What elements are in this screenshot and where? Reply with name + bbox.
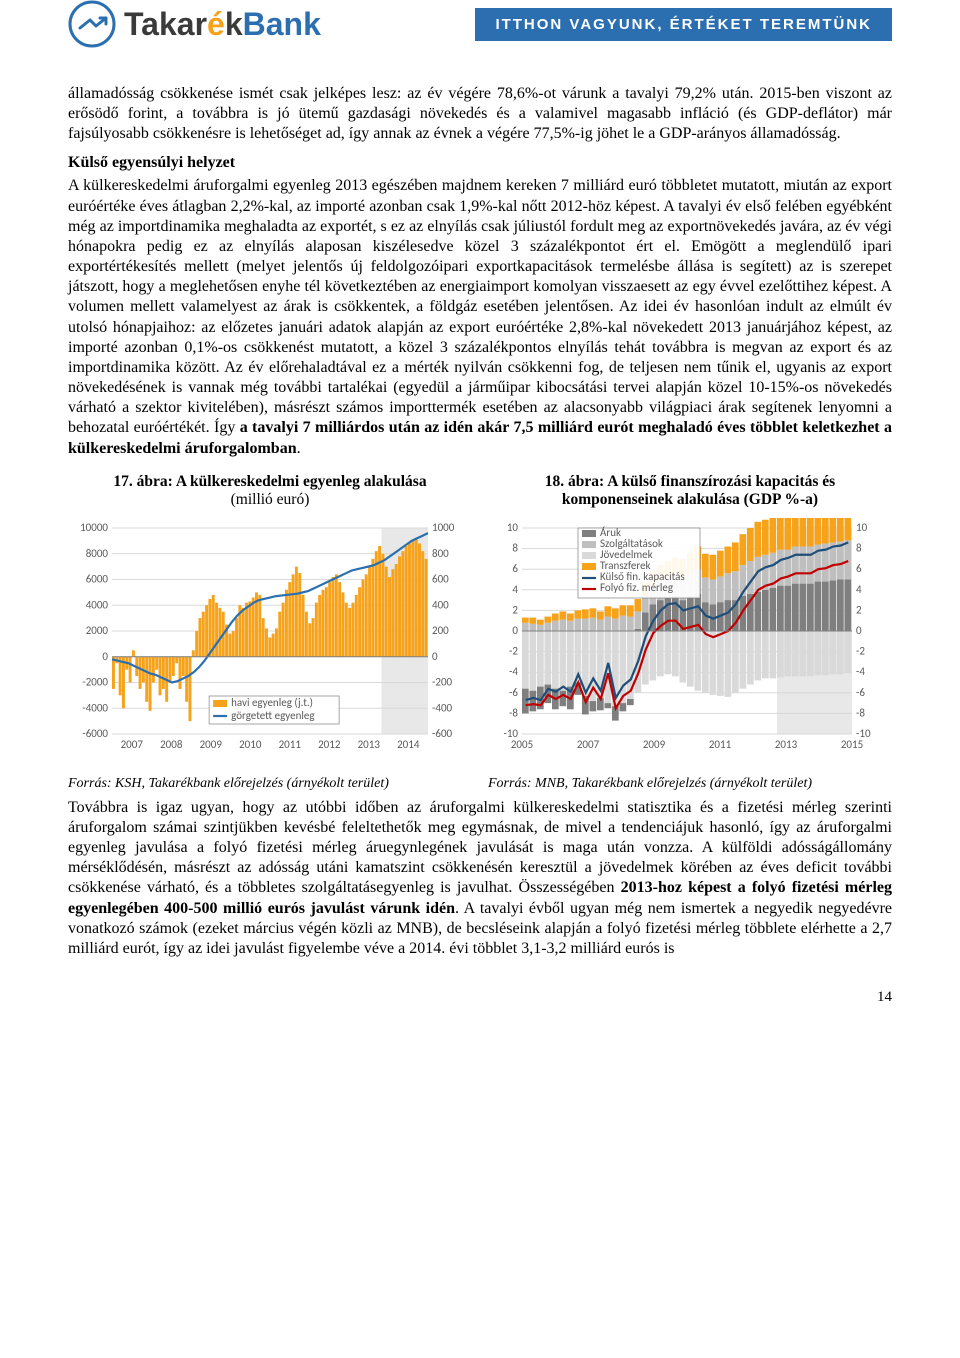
svg-text:-6: -6 bbox=[856, 686, 865, 699]
svg-text:6000: 6000 bbox=[86, 572, 109, 585]
svg-text:2013: 2013 bbox=[358, 738, 381, 751]
svg-text:400: 400 bbox=[432, 598, 449, 611]
svg-text:-600: -600 bbox=[432, 727, 453, 740]
svg-text:-8: -8 bbox=[509, 706, 518, 719]
svg-text:-4: -4 bbox=[856, 665, 865, 678]
svg-text:Folyó fiz. mérleg: Folyó fiz. mérleg bbox=[600, 581, 673, 594]
svg-text:4000: 4000 bbox=[86, 598, 109, 611]
svg-text:havi egyenleg (j.t.): havi egyenleg (j.t.) bbox=[231, 696, 313, 709]
svg-text:2007: 2007 bbox=[121, 738, 144, 751]
chart18-source: Forrás: MNB, Takarékbank előrejelzés (ár… bbox=[488, 776, 892, 792]
logo-text: TakarékBank bbox=[124, 6, 321, 43]
svg-text:6: 6 bbox=[512, 562, 518, 575]
svg-text:10: 10 bbox=[856, 521, 868, 534]
svg-text:4: 4 bbox=[856, 583, 862, 596]
svg-text:8: 8 bbox=[856, 541, 862, 554]
svg-text:6: 6 bbox=[856, 562, 862, 575]
svg-text:600: 600 bbox=[432, 572, 449, 585]
svg-text:görgetett egyenleg: görgetett egyenleg bbox=[231, 709, 314, 722]
svg-text:200: 200 bbox=[432, 624, 449, 637]
svg-text:2009: 2009 bbox=[643, 738, 666, 751]
svg-text:2015: 2015 bbox=[841, 738, 863, 751]
svg-text:0: 0 bbox=[102, 650, 108, 663]
svg-text:2013: 2013 bbox=[775, 738, 798, 751]
svg-text:2010: 2010 bbox=[239, 738, 262, 751]
svg-text:-6: -6 bbox=[509, 686, 518, 699]
page-number: 14 bbox=[68, 989, 892, 1006]
slogan-bar: ITTHON VAGYUNK, ÉRTÉKET TEREMTÜNK bbox=[475, 8, 892, 41]
chart18-svg: -10-10-8-8-6-6-4-4-2-2002244668810102005… bbox=[490, 518, 890, 768]
svg-text:-8: -8 bbox=[856, 706, 865, 719]
chart18-title: 18. ábra: A külső finanszírozási kapacit… bbox=[488, 473, 892, 510]
logo: TakarékBank bbox=[68, 0, 321, 48]
svg-text:0: 0 bbox=[512, 624, 518, 637]
svg-text:0: 0 bbox=[856, 624, 862, 637]
logo-icon bbox=[68, 0, 116, 48]
chart17-col: 17. ábra: A külkereskedelmi egyenleg ala… bbox=[68, 473, 472, 792]
svg-text:2009: 2009 bbox=[200, 738, 223, 751]
svg-text:0: 0 bbox=[432, 650, 438, 663]
svg-text:2005: 2005 bbox=[511, 738, 533, 751]
chart17-source: Forrás: KSH, Takarékbank előrejelzés (ár… bbox=[68, 776, 472, 792]
svg-text:2: 2 bbox=[512, 603, 518, 616]
svg-text:10000: 10000 bbox=[80, 521, 108, 534]
svg-text:-6000: -6000 bbox=[82, 727, 108, 740]
svg-text:2014: 2014 bbox=[397, 738, 420, 751]
svg-text:2011: 2011 bbox=[279, 738, 302, 751]
svg-text:2008: 2008 bbox=[160, 738, 183, 751]
svg-text:2011: 2011 bbox=[709, 738, 732, 751]
paragraph-1: államadósság csökkenése ismét csak jelké… bbox=[68, 84, 892, 144]
svg-text:1000: 1000 bbox=[432, 521, 455, 534]
svg-text:2007: 2007 bbox=[577, 738, 600, 751]
chart17-title: 17. ábra: A külkereskedelmi egyenleg ala… bbox=[68, 473, 472, 510]
subheading: Külső egyensúlyi helyzet bbox=[68, 154, 892, 172]
svg-text:-4: -4 bbox=[509, 665, 518, 678]
charts-row: 17. ábra: A külkereskedelmi egyenleg ala… bbox=[68, 473, 892, 792]
svg-text:-400: -400 bbox=[432, 701, 453, 714]
svg-text:8000: 8000 bbox=[86, 547, 109, 560]
svg-text:800: 800 bbox=[432, 547, 449, 560]
svg-text:8: 8 bbox=[512, 541, 518, 554]
svg-text:2: 2 bbox=[856, 603, 862, 616]
svg-text:-2: -2 bbox=[856, 644, 865, 657]
paragraph-2: A külkereskedelmi áruforgalmi egyenleg 2… bbox=[68, 176, 892, 458]
chart17-svg: -6000-600-4000-400-2000-2000020002004000… bbox=[70, 518, 470, 768]
svg-text:10: 10 bbox=[507, 521, 519, 534]
svg-text:-4000: -4000 bbox=[82, 701, 108, 714]
svg-text:-2000: -2000 bbox=[82, 675, 108, 688]
chart18-col: 18. ábra: A külső finanszírozási kapacit… bbox=[488, 473, 892, 792]
paragraph-3: Továbbra is igaz ugyan, hogy az utóbbi i… bbox=[68, 798, 892, 959]
header: TakarékBank ITTHON VAGYUNK, ÉRTÉKET TERE… bbox=[68, 0, 892, 48]
svg-text:4: 4 bbox=[512, 583, 518, 596]
svg-text:-2: -2 bbox=[509, 644, 518, 657]
svg-text:-200: -200 bbox=[432, 675, 453, 688]
svg-text:2000: 2000 bbox=[86, 624, 109, 637]
svg-text:2012: 2012 bbox=[318, 738, 341, 751]
